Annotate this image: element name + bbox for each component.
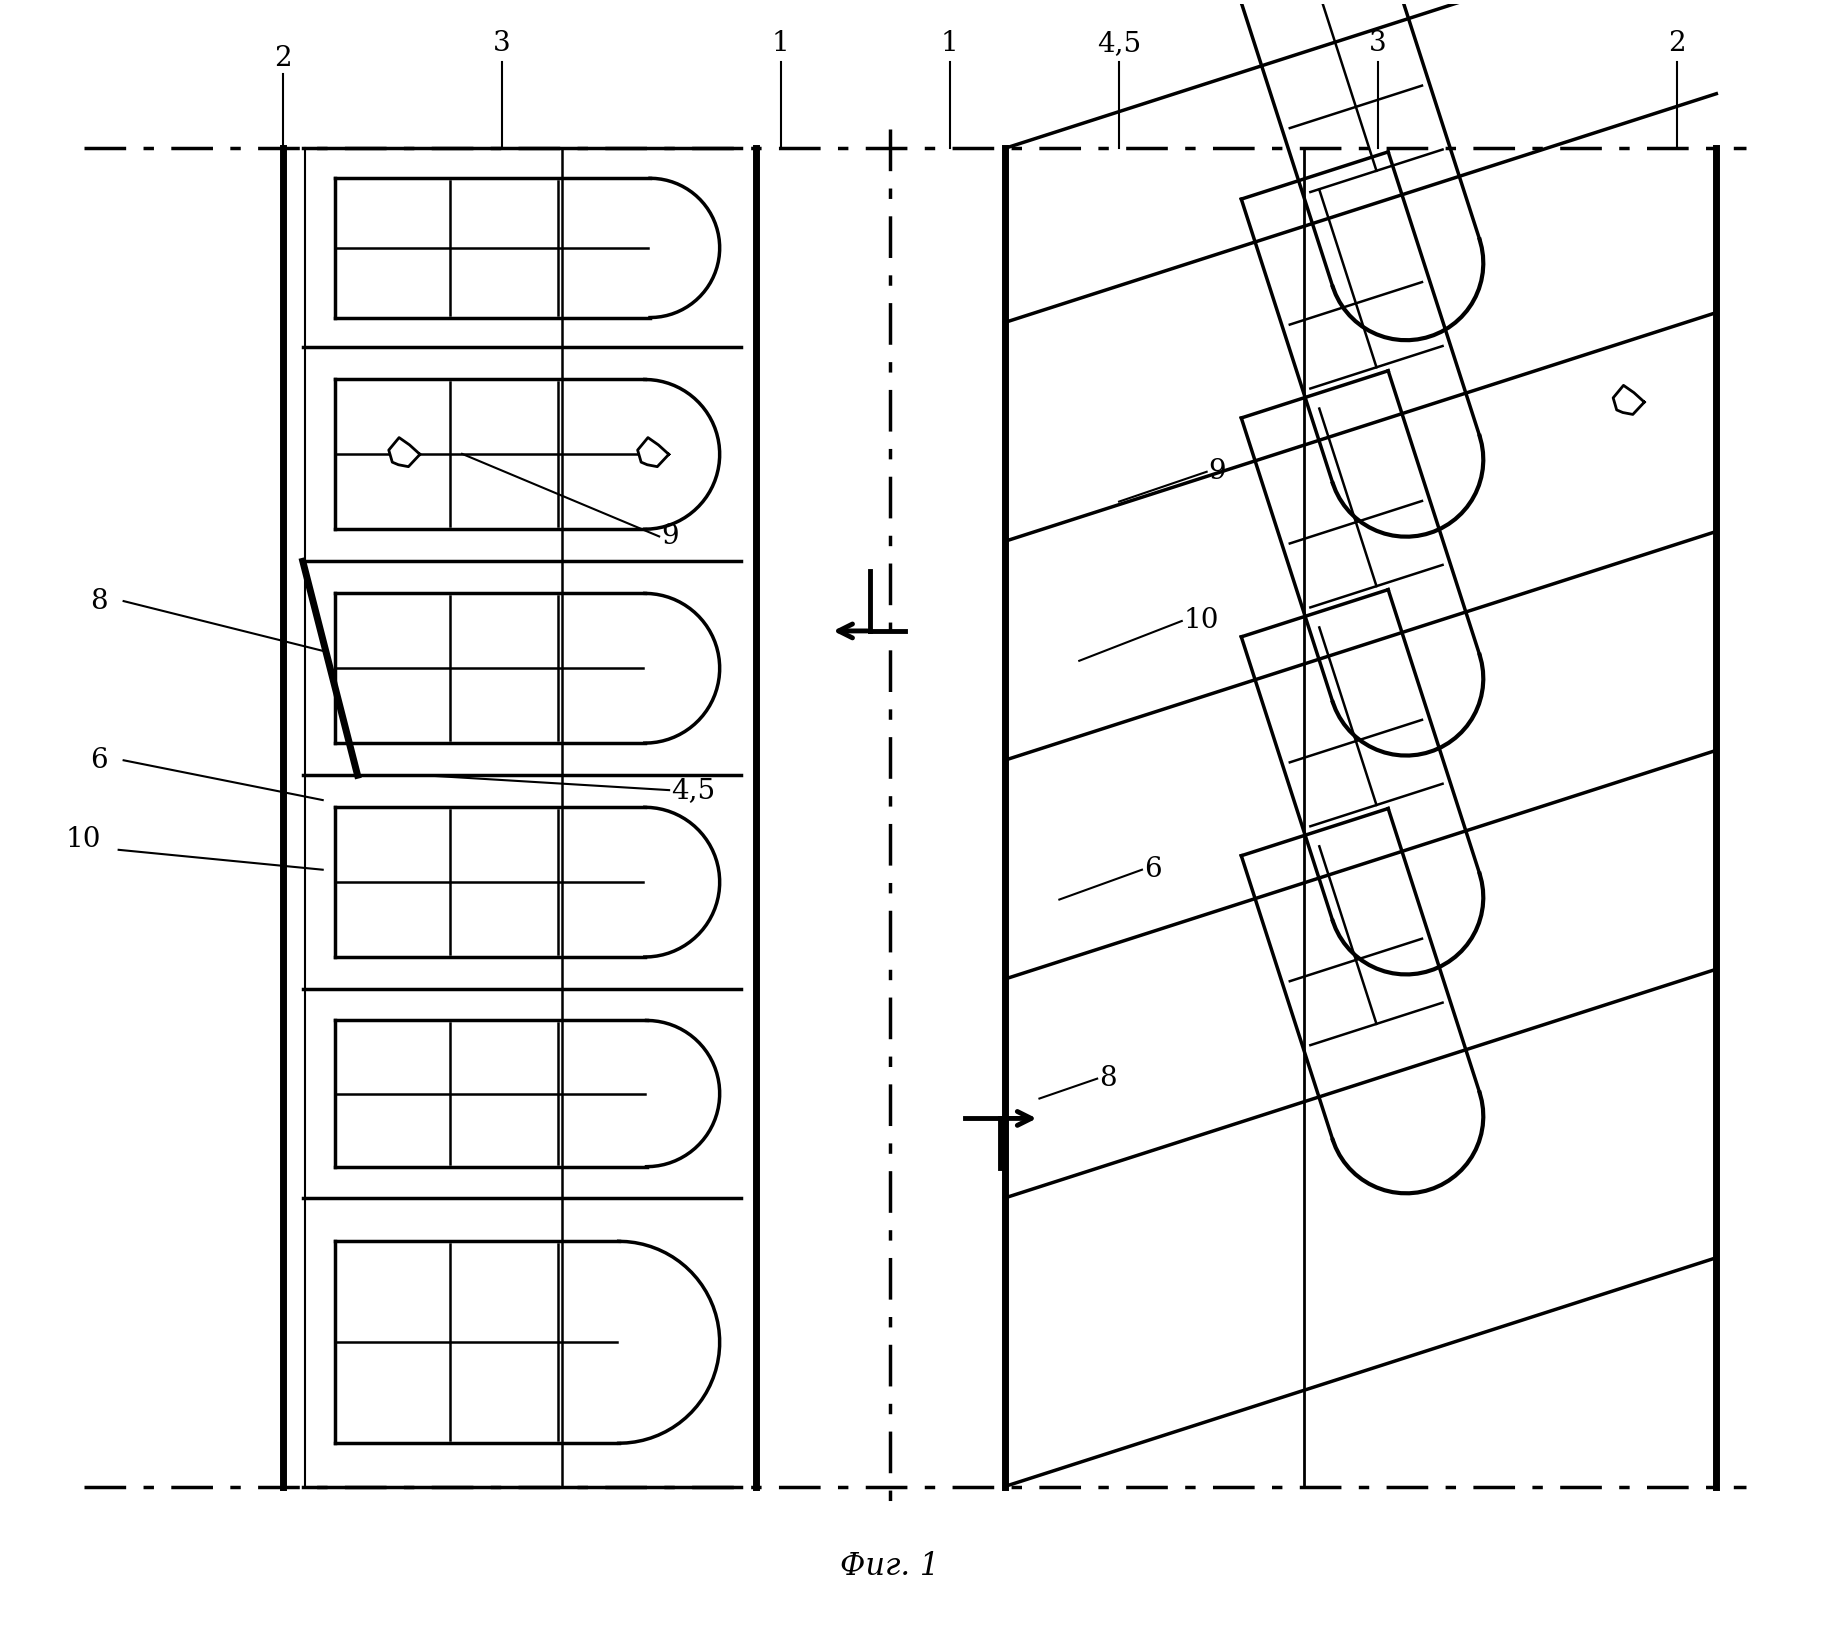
Text: 9: 9 [661, 523, 679, 550]
Text: 4,5: 4,5 [672, 777, 716, 804]
Polygon shape [388, 438, 419, 467]
Text: 8: 8 [1100, 1065, 1116, 1092]
Text: 2: 2 [274, 46, 291, 72]
Text: 4,5: 4,5 [1096, 31, 1142, 57]
Text: 2: 2 [1667, 31, 1685, 57]
Text: 10: 10 [66, 827, 101, 853]
Text: 3: 3 [1369, 31, 1387, 57]
Polygon shape [637, 438, 668, 467]
Text: 1: 1 [772, 31, 789, 57]
Text: 3: 3 [492, 31, 511, 57]
Text: 9: 9 [1208, 457, 1226, 485]
Text: 6: 6 [1144, 856, 1162, 884]
Polygon shape [1614, 386, 1645, 415]
Text: Фиг. 1: Фиг. 1 [840, 1550, 941, 1582]
Text: 6: 6 [90, 747, 108, 773]
Text: 8: 8 [90, 588, 108, 615]
Text: 10: 10 [1184, 607, 1219, 635]
Text: 1: 1 [941, 31, 959, 57]
